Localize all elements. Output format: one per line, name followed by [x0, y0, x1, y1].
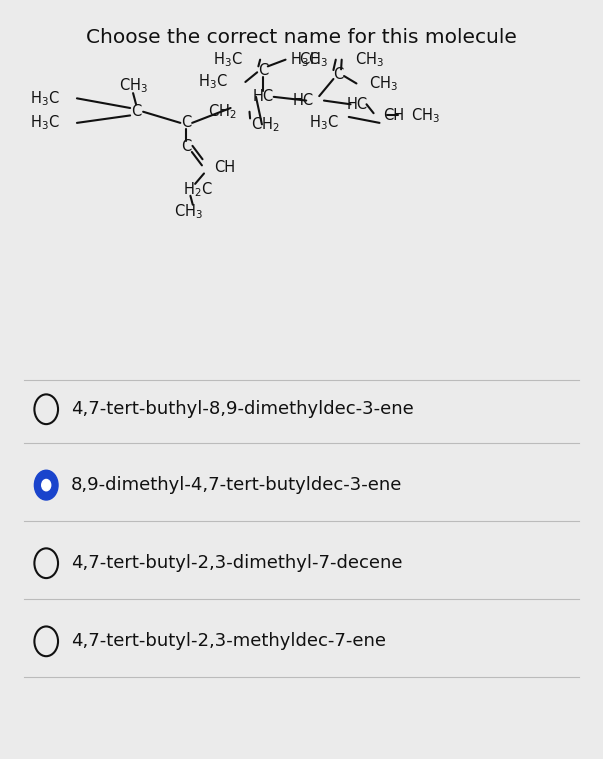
Text: $\mathregular{CH_3}$: $\mathregular{CH_3}$ — [119, 77, 148, 95]
Text: $\mathregular{H_3C}$: $\mathregular{H_3C}$ — [198, 73, 228, 91]
Circle shape — [42, 480, 51, 491]
Text: 4,7-tert-butyl-2,3-methyldec-7-ene: 4,7-tert-butyl-2,3-methyldec-7-ene — [71, 632, 386, 650]
Text: C: C — [258, 63, 268, 78]
Text: $\mathregular{H_3C}$: $\mathregular{H_3C}$ — [30, 114, 59, 132]
Text: HC: HC — [253, 90, 274, 104]
Text: $\mathregular{H_3C}$: $\mathregular{H_3C}$ — [30, 89, 59, 108]
Text: Choose the correct name for this molecule: Choose the correct name for this molecul… — [86, 28, 517, 47]
Text: $\mathregular{H_3C}$: $\mathregular{H_3C}$ — [289, 50, 319, 69]
Text: 4,7-tert-butyl-2,3-dimethyl-7-decene: 4,7-tert-butyl-2,3-dimethyl-7-decene — [71, 554, 403, 572]
Text: $\mathregular{CH_2}$: $\mathregular{CH_2}$ — [208, 102, 236, 121]
Circle shape — [34, 471, 58, 500]
Text: $\mathregular{CH_3}$: $\mathregular{CH_3}$ — [355, 50, 384, 69]
Text: C: C — [181, 139, 191, 154]
Text: HC: HC — [347, 97, 368, 112]
Text: 4,7-tert-buthyl-8,9-dimethyldec-3-ene: 4,7-tert-buthyl-8,9-dimethyldec-3-ene — [71, 400, 414, 418]
Text: $\mathregular{CH_3}$: $\mathregular{CH_3}$ — [298, 50, 327, 69]
Text: 8,9-dimethyl-4,7-tert-butyldec-3-ene: 8,9-dimethyl-4,7-tert-butyldec-3-ene — [71, 476, 402, 494]
Text: $\mathregular{H_3C}$: $\mathregular{H_3C}$ — [213, 50, 242, 69]
Text: C: C — [131, 104, 141, 119]
Text: CH: CH — [214, 160, 235, 175]
Text: $\mathregular{H_2C}$: $\mathregular{H_2C}$ — [183, 181, 213, 199]
Text: $\mathregular{CH_3}$: $\mathregular{CH_3}$ — [174, 203, 203, 222]
Text: $\mathregular{CH_2}$: $\mathregular{CH_2}$ — [251, 115, 280, 134]
Text: $\mathregular{CH_3}$: $\mathregular{CH_3}$ — [370, 74, 399, 93]
Text: C: C — [181, 115, 191, 131]
Text: C: C — [333, 67, 343, 82]
Text: $\mathregular{CH_3}$: $\mathregular{CH_3}$ — [411, 106, 440, 124]
Text: $\mathregular{H_3C}$: $\mathregular{H_3C}$ — [309, 114, 338, 132]
Text: HC: HC — [292, 93, 314, 108]
Text: CH: CH — [383, 108, 404, 123]
